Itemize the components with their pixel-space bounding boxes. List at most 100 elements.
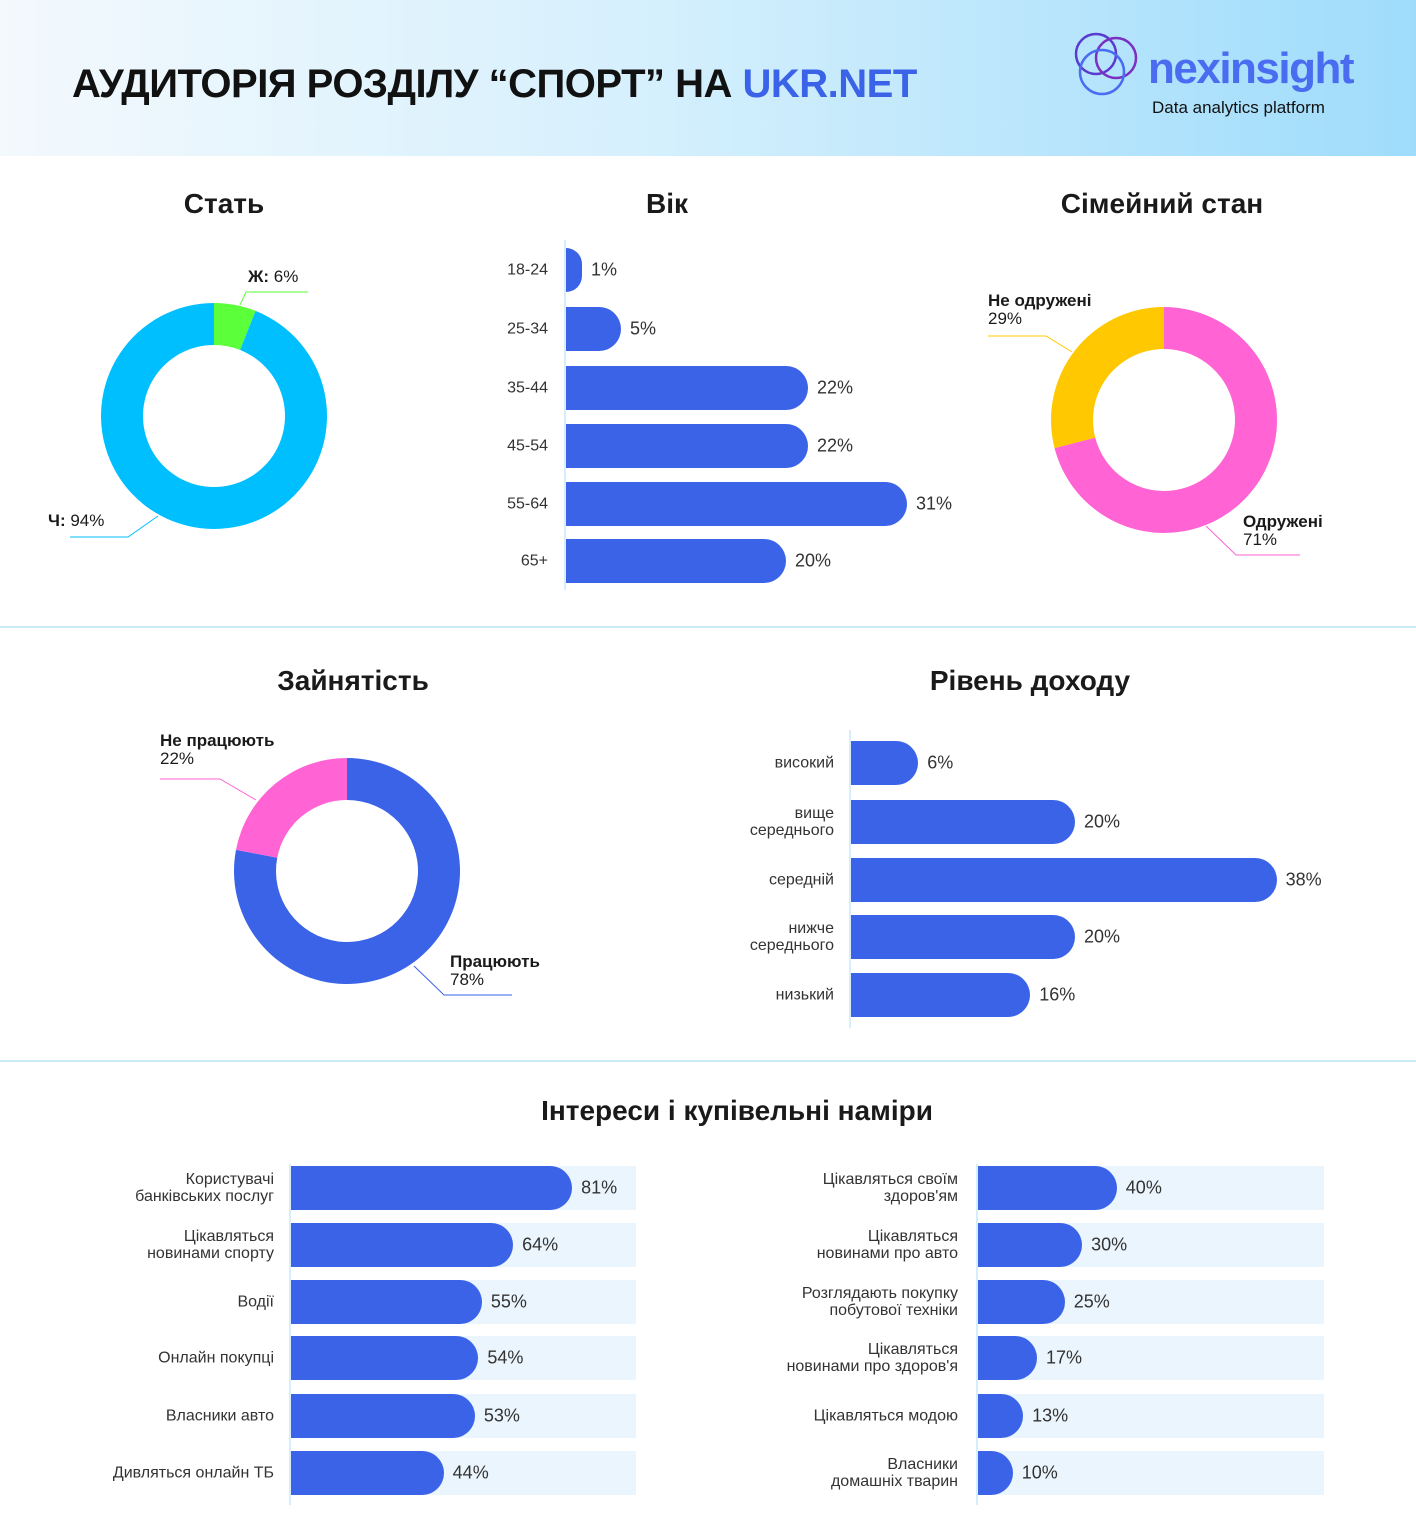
- interests_left-category-label: Водії: [237, 1293, 274, 1311]
- income-value-label: 20%: [1084, 811, 1121, 832]
- gender-male-label: Ч: 94%: [48, 511, 105, 530]
- interests_left-bar: [291, 1394, 475, 1438]
- leader-line: [160, 778, 257, 801]
- interests_right-bar: [978, 1336, 1037, 1380]
- age-value-label: 1%: [591, 259, 618, 280]
- age-bar: [566, 366, 808, 410]
- age-value-label: 31%: [916, 493, 953, 514]
- income-bar: [851, 741, 919, 785]
- income-bar: [851, 973, 1031, 1017]
- age-bar: [566, 424, 808, 468]
- employment-title: Зайнятість: [277, 665, 429, 696]
- interests_right-category-label: Власники домашніх тварин: [830, 1456, 958, 1490]
- interests_right-bar: [978, 1223, 1083, 1267]
- age-title: Вік: [645, 188, 689, 219]
- gender-slice: [214, 303, 256, 350]
- gender-female-label: Ж: 6%: [248, 267, 299, 286]
- interests-title: Інтереси і купівельні наміри: [541, 1095, 933, 1126]
- marital-slice: [1054, 307, 1277, 533]
- interests_left-value-label: 55%: [490, 1291, 527, 1312]
- interests_right-category-label: Цікавляться новинами про здоров'я: [786, 1341, 958, 1375]
- age-category-label: 18-24: [507, 261, 548, 279]
- income-category-label: нижче середнього: [749, 920, 834, 954]
- interests_left-value-label: 44%: [452, 1462, 489, 1483]
- age-value-label: 22%: [817, 377, 854, 398]
- leader-line: [988, 335, 1073, 353]
- age-bar: [566, 307, 621, 351]
- interests_left-axis: [289, 1164, 291, 1505]
- interests_left-category-label: Власники авто: [165, 1407, 274, 1425]
- age-category-label: 65+: [520, 552, 548, 570]
- interests_left-category-label: Дивляться онлайн ТБ: [112, 1464, 274, 1482]
- interests_right-bar: [978, 1280, 1065, 1324]
- logo-icon: [1074, 32, 1138, 96]
- interests_left-bar: [291, 1280, 482, 1324]
- income-bar: [851, 800, 1075, 844]
- income-category-label: низький: [775, 986, 834, 1004]
- age-value-label: 20%: [795, 550, 832, 571]
- interests_left-bar: [291, 1336, 479, 1380]
- income-bar: [851, 858, 1277, 902]
- leader-line: [239, 291, 308, 306]
- gender-title: Стать: [183, 188, 265, 219]
- income-value-label: 16%: [1039, 984, 1076, 1005]
- marital-married-label: Одружені 71%: [1243, 512, 1323, 549]
- age-axis: [564, 240, 566, 590]
- interests_left-value-label: 53%: [483, 1405, 520, 1426]
- income-value-label: 6%: [927, 752, 954, 773]
- interests_right-value-label: 10%: [1021, 1462, 1058, 1483]
- divider: [0, 626, 1416, 628]
- age-bar: [566, 539, 786, 583]
- age-value-label: 5%: [630, 318, 657, 339]
- interests_left-category-label: Цікавляться новинами спорту: [147, 1228, 274, 1262]
- income-category-label: середній: [768, 871, 834, 889]
- interests_left-value-label: 81%: [581, 1177, 618, 1198]
- logo-tagline: Data analytics platform: [1152, 98, 1325, 117]
- employment-not-working-label: Не працюють 22%: [160, 731, 275, 768]
- interests_right-bar: [978, 1451, 1013, 1495]
- marital-title: Сімейний стан: [1060, 188, 1264, 219]
- age-bar: [566, 248, 582, 292]
- title-main: АУДИТОРІЯ РОЗДІЛУ “СПОРТ” НА: [72, 62, 743, 106]
- income-value-label: 20%: [1084, 926, 1121, 947]
- interests_right-track: [978, 1394, 1324, 1438]
- marital-single-label: Не одружені 29%: [988, 291, 1092, 328]
- interests_right-value-label: 30%: [1091, 1234, 1128, 1255]
- income-title: Рівень доходу: [929, 665, 1131, 696]
- age-category-label: 35-44: [507, 379, 548, 397]
- interests_right-category-label: Цікавляться модою: [813, 1407, 958, 1425]
- leader-line: [1205, 525, 1300, 556]
- header: АУДИТОРІЯ РОЗДІЛУ “СПОРТ” НА UKR.NET nex…: [0, 0, 1416, 156]
- interests_right-value-label: 13%: [1032, 1405, 1069, 1426]
- interests_right-category-label: Розглядають покупку побутової техніки: [801, 1285, 958, 1319]
- income-category-label: вище середнього: [749, 805, 834, 839]
- interests_right-bar: [978, 1394, 1024, 1438]
- divider: [0, 1060, 1416, 1062]
- interests_right-track: [978, 1451, 1324, 1495]
- income-value-label: 38%: [1285, 869, 1322, 890]
- interests_right-value-label: 40%: [1125, 1177, 1162, 1198]
- leader-line: [413, 965, 512, 996]
- age-category-label: 55-64: [507, 495, 548, 513]
- interests_right-axis: [976, 1164, 978, 1505]
- age-value-label: 22%: [817, 435, 854, 456]
- employment-slice: [236, 758, 347, 858]
- age-bar: [566, 482, 907, 526]
- title-accent: UKR.NET: [742, 62, 918, 106]
- employment-slice: [234, 758, 461, 984]
- gender-slice: [100, 303, 327, 529]
- interests_left-value-label: 64%: [522, 1234, 559, 1255]
- interests_left-category-label: Користувачі банківських послуг: [135, 1171, 274, 1205]
- interests_right-value-label: 25%: [1073, 1291, 1110, 1312]
- age-category-label: 45-54: [507, 437, 548, 455]
- interests_right-category-label: Цікавляться своїм здоров'ям: [822, 1171, 958, 1205]
- income-category-label: високий: [774, 754, 834, 772]
- marital-slice: [1051, 307, 1164, 449]
- interests_left-bar: [291, 1223, 514, 1267]
- leader-line: [70, 515, 159, 538]
- interests_left-category-label: Онлайн покупці: [158, 1349, 274, 1367]
- logo-name: nexinsight: [1148, 44, 1355, 93]
- interests_right-value-label: 17%: [1045, 1347, 1083, 1368]
- page-title: АУДИТОРІЯ РОЗДІЛУ “СПОРТ” НА UKR.NET: [72, 62, 917, 107]
